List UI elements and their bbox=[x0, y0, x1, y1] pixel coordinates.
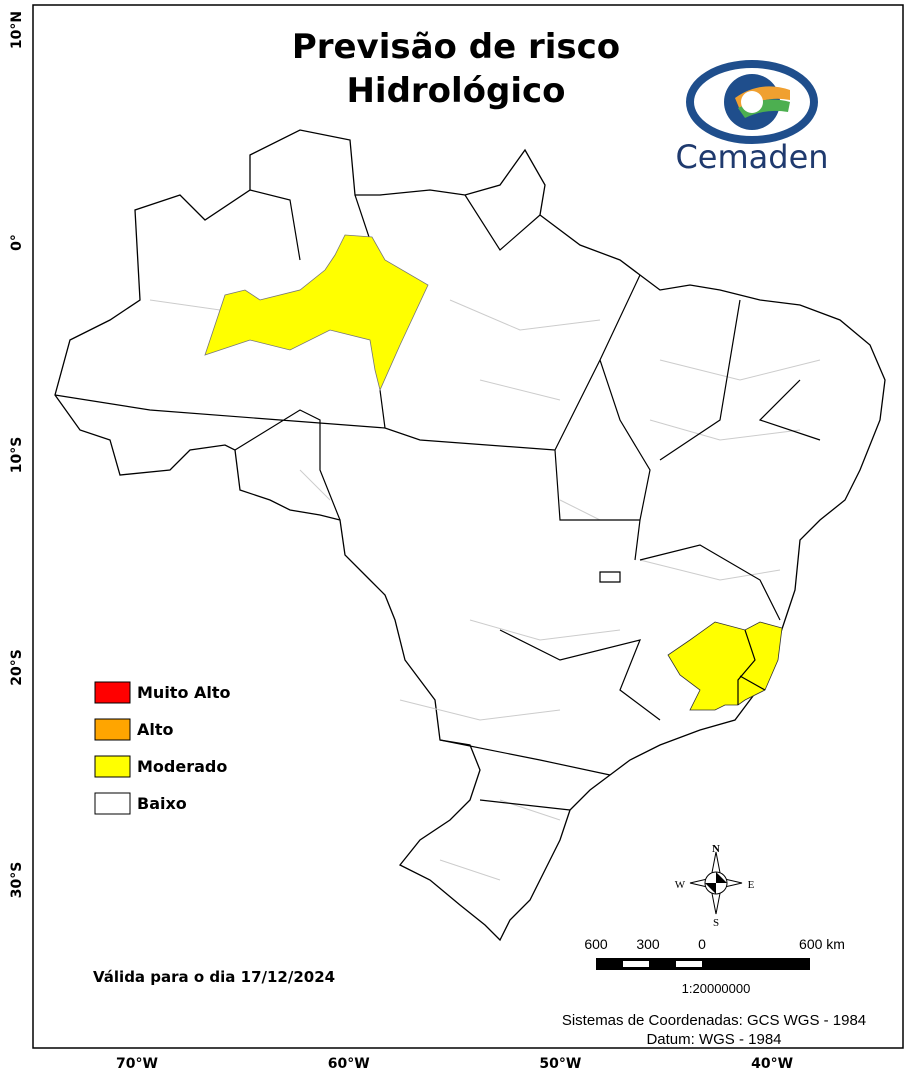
validity-date: Válida para o dia 17/12/2024 bbox=[93, 968, 335, 986]
scale-bar: 600 300 0 600 km 1:20000000 bbox=[584, 936, 845, 996]
legend: Muito Alto Alto Moderado Baixo bbox=[94, 681, 231, 815]
legend-swatch bbox=[94, 718, 131, 741]
scale-segment bbox=[623, 961, 649, 967]
legend-label: Alto bbox=[137, 720, 174, 739]
scale-ratio: 1:20000000 bbox=[682, 981, 751, 996]
compass-e: E bbox=[748, 879, 755, 891]
logo-text: Cemaden bbox=[675, 138, 828, 176]
legend-label: Baixo bbox=[137, 794, 187, 813]
compass-n: N bbox=[712, 843, 720, 855]
latitude-label: 10°S bbox=[9, 437, 25, 474]
longitude-label: 40°W bbox=[751, 1056, 793, 1072]
legend-label: Muito Alto bbox=[137, 683, 231, 702]
compass-s: S bbox=[713, 917, 719, 929]
moderate-risk-area-southeast bbox=[667, 621, 783, 711]
compass-fill bbox=[705, 872, 727, 894]
scale-label: 600 bbox=[584, 936, 608, 952]
legend-swatch bbox=[94, 755, 131, 778]
latitude-label: 0° bbox=[9, 234, 25, 251]
moderate-risk-area-north bbox=[204, 234, 429, 392]
logo-pupil bbox=[741, 91, 763, 113]
longitude-label: 50°W bbox=[539, 1056, 581, 1072]
scale-label: 600 km bbox=[799, 936, 845, 952]
title: Hidrológico bbox=[346, 71, 565, 111]
scale-label: 300 bbox=[636, 936, 660, 952]
axis-labels: 10°N 0° 10°S 20°S 30°S 70°W 60°W 50°W 40°W bbox=[9, 11, 793, 1072]
latitude-label: 10°N bbox=[9, 11, 25, 49]
scale-label: 0 bbox=[698, 936, 706, 952]
logo-eye bbox=[686, 60, 818, 144]
latitude-label: 30°S bbox=[9, 862, 25, 899]
legend-swatch bbox=[94, 681, 131, 704]
legend-label: Moderado bbox=[137, 757, 227, 776]
state-borders bbox=[54, 189, 821, 811]
scale-segment bbox=[676, 961, 702, 967]
coordinate-system: Sistemas de Coordenadas: GCS WGS - 1984 bbox=[562, 1012, 866, 1029]
title: Previsão de risco bbox=[292, 27, 620, 67]
longitude-label: 70°W bbox=[116, 1056, 158, 1072]
compass-w: W bbox=[675, 879, 686, 891]
scale-segment bbox=[596, 958, 810, 970]
logo: Cemaden bbox=[675, 60, 829, 176]
compass: N E S W bbox=[675, 843, 755, 929]
state-borders-southeast bbox=[737, 629, 766, 705]
legend-swatch bbox=[94, 792, 131, 815]
latitude-label: 20°S bbox=[9, 649, 25, 686]
longitude-label: 60°W bbox=[328, 1056, 370, 1072]
datum: Datum: WGS - 1984 bbox=[646, 1031, 781, 1048]
